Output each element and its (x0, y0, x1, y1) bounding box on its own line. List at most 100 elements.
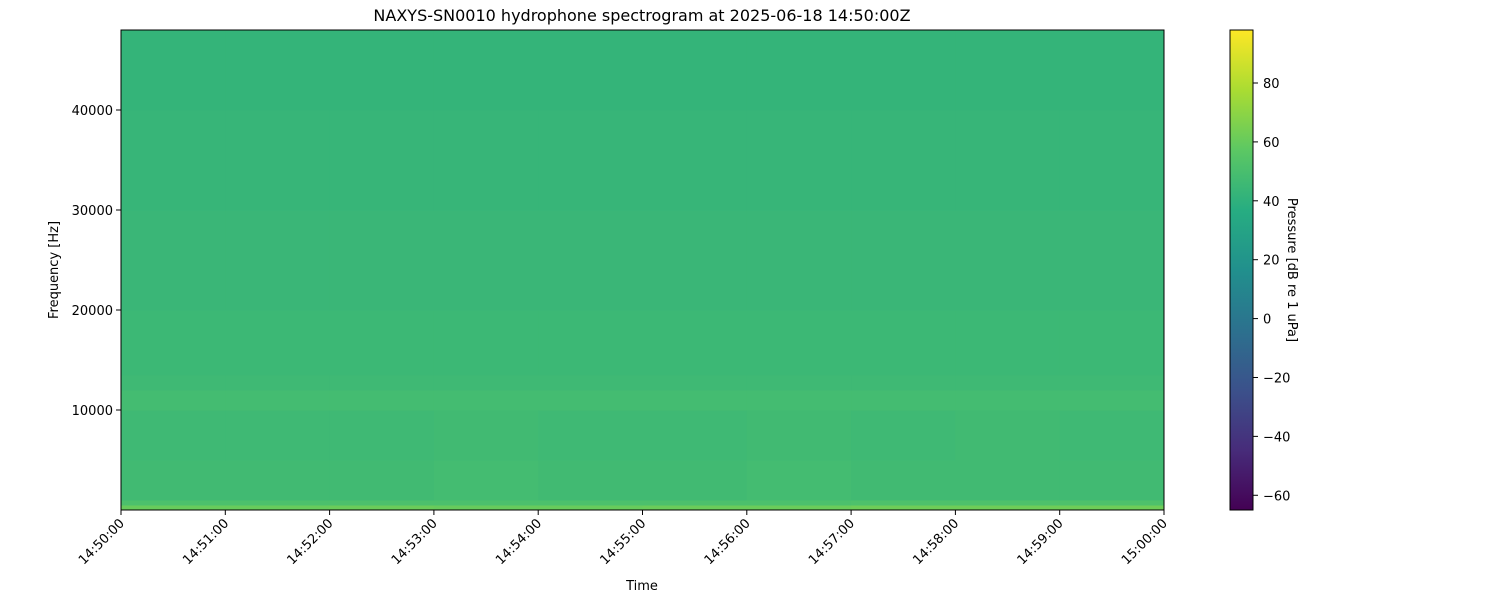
heatmap-cell (225, 460, 331, 501)
heatmap-cell (121, 30, 226, 111)
colorbar-tick-label: −20 (1263, 371, 1290, 386)
heatmap-cell (329, 375, 435, 391)
heatmap-cells (121, 30, 1165, 511)
colorbar-tick-label: 60 (1263, 136, 1280, 151)
heatmap-cell (225, 500, 331, 506)
heatmap-cell (1059, 390, 1165, 411)
heatmap-cell (433, 505, 539, 511)
heatmap-cell (121, 500, 226, 506)
heatmap-cell (1059, 500, 1165, 506)
x-tick-label: 14:52:00 (285, 516, 337, 568)
heatmap-cell (851, 310, 956, 376)
heatmap-cell (225, 30, 331, 111)
heatmap-cell (955, 110, 1061, 211)
heatmap-cell (746, 505, 852, 511)
y-tick-label: 20000 (72, 304, 113, 319)
heatmap-cell (642, 505, 748, 511)
heatmap-cell (642, 410, 748, 461)
heatmap-cell (433, 210, 539, 311)
heatmap-cell (433, 110, 539, 211)
heatmap-cell (746, 500, 852, 506)
heatmap-cell (329, 310, 435, 376)
heatmap-cell (746, 30, 852, 111)
heatmap-cell (1059, 210, 1165, 311)
heatmap-cell (329, 210, 435, 311)
heatmap-cell (642, 375, 748, 391)
heatmap-cell (329, 110, 435, 211)
heatmap-cell (225, 210, 331, 311)
heatmap-cell (851, 390, 956, 411)
heatmap-cell (121, 375, 226, 391)
heatmap-cell (746, 110, 852, 211)
heatmap-cell (121, 505, 226, 511)
heatmap-cell (225, 505, 331, 511)
heatmap-cell (642, 500, 748, 506)
x-axis-label: Time (625, 579, 658, 594)
colorbar-ticks: −60 −40 −20 0 20 40 60 80 (1253, 77, 1290, 504)
heatmap-cell (955, 210, 1061, 311)
heatmap-cell (225, 310, 331, 376)
colorbar-label: Pressure [dB re 1 uPa] (1284, 198, 1299, 342)
heatmap-cell (955, 375, 1061, 391)
heatmap-cell (433, 310, 539, 376)
heatmap-cell (851, 375, 956, 391)
heatmap-cell (746, 375, 852, 391)
y-axis-label: Frequency [Hz] (47, 221, 62, 319)
heatmap-cell (329, 505, 435, 511)
heatmap-cell (1059, 30, 1165, 111)
heatmap-cell (538, 210, 643, 311)
heatmap-cell (642, 210, 748, 311)
heatmap-cell (433, 375, 539, 391)
heatmap-cell (121, 310, 226, 376)
colorbar-tick-label: 80 (1263, 77, 1280, 92)
heatmap-cell (1059, 460, 1165, 501)
y-axis-ticks: 10000 20000 30000 40000 (72, 104, 121, 419)
heatmap-cell (955, 30, 1061, 111)
heatmap-cell (329, 410, 435, 461)
heatmap-cell (433, 410, 539, 461)
heatmap-cell (433, 30, 539, 111)
heatmap-cell (746, 310, 852, 376)
x-tick-label: 14:50:00 (76, 516, 128, 568)
x-tick-label: 14:56:00 (702, 516, 754, 568)
heatmap-cell (851, 210, 956, 311)
heatmap-cell (433, 500, 539, 506)
colorbar-tick-label: −60 (1263, 489, 1290, 504)
colorbar-tick-label: 40 (1263, 195, 1280, 210)
colorbar-tick-label: −40 (1263, 430, 1290, 445)
heatmap-cell (225, 390, 331, 411)
heatmap-cell (225, 110, 331, 211)
chart-title: NAXYS-SN0010 hydrophone spectrogram at 2… (373, 6, 910, 25)
x-tick-label: 14:58:00 (910, 516, 962, 568)
heatmap-cell (955, 460, 1061, 501)
heatmap-cell (1059, 410, 1165, 461)
heatmap-cell (225, 410, 331, 461)
heatmap-cell (121, 390, 226, 411)
heatmap-cell (955, 410, 1061, 461)
colorbar-tick-label: 20 (1263, 254, 1280, 269)
x-tick-label: 14:51:00 (180, 516, 232, 568)
heatmap-cell (851, 110, 956, 211)
heatmap-cell (329, 390, 435, 411)
heatmap-cell (642, 30, 748, 111)
heatmap-cell (433, 460, 539, 501)
heatmap-cell (538, 460, 643, 501)
heatmap-cell (955, 310, 1061, 376)
heatmap-cell (538, 505, 643, 511)
y-tick-label: 40000 (72, 104, 113, 119)
x-tick-label: 14:57:00 (806, 516, 858, 568)
heatmap-cell (1059, 110, 1165, 211)
heatmap-cell (538, 310, 643, 376)
heatmap-cell (329, 460, 435, 501)
heatmap-cell (955, 500, 1061, 506)
heatmap-cell (538, 30, 643, 111)
heatmap-cell (851, 500, 956, 506)
x-axis-ticks: 14:50:00 14:51:00 14:52:00 14:53:00 14:54:00… (76, 510, 1171, 568)
heatmap-cell (642, 460, 748, 501)
heatmap-cell (851, 505, 956, 511)
x-tick-label: 14:55:00 (597, 516, 649, 568)
heatmap-cell (642, 110, 748, 211)
colorbar (1229, 29, 1254, 511)
y-tick-label: 30000 (72, 204, 113, 219)
heatmap-cell (329, 500, 435, 506)
